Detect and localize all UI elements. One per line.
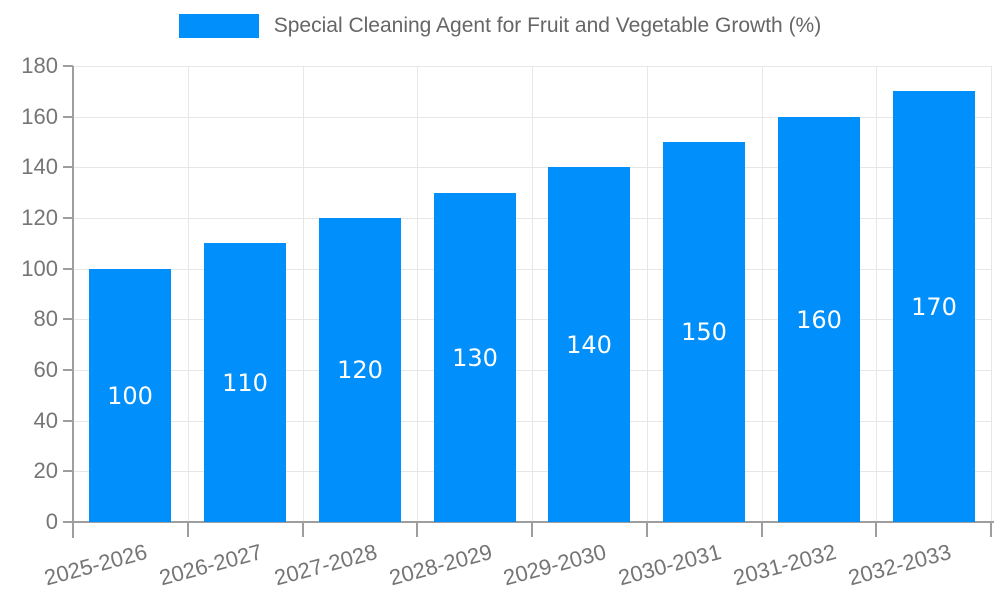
bar-2027-2028[interactable] xyxy=(319,218,401,522)
bar-2031-2032[interactable] xyxy=(778,117,860,522)
bar-2026-2027[interactable] xyxy=(204,243,286,522)
y-axis-tick xyxy=(63,369,73,371)
bar-value-label: 130 xyxy=(452,344,498,372)
gridline-vertical xyxy=(417,66,418,522)
gridline-vertical xyxy=(876,66,877,522)
x-axis-tick xyxy=(302,522,304,537)
y-axis-tick xyxy=(63,116,73,118)
bar-2032-2033[interactable] xyxy=(893,91,975,522)
bar-value-label: 110 xyxy=(222,369,268,397)
y-axis-tick xyxy=(63,420,73,422)
x-axis-line xyxy=(73,521,994,523)
y-axis-label: 60 xyxy=(33,357,58,382)
bar-value-label: 160 xyxy=(796,306,842,334)
bar-2028-2029[interactable] xyxy=(434,193,516,522)
y-axis-tick xyxy=(63,318,73,320)
y-axis-tick xyxy=(63,217,73,219)
x-axis-tick xyxy=(187,522,189,537)
x-axis-category-label: 2032-2033 xyxy=(845,539,954,591)
y-axis-label: 20 xyxy=(33,458,58,483)
bar-value-label: 100 xyxy=(107,382,153,410)
legend: Special Cleaning Agent for Fruit and Veg… xyxy=(0,14,1000,38)
legend-item[interactable]: Special Cleaning Agent for Fruit and Veg… xyxy=(178,14,822,38)
x-axis-tick xyxy=(875,522,877,537)
y-axis-tick xyxy=(63,166,73,168)
gridline-vertical xyxy=(647,66,648,522)
gridline-vertical xyxy=(303,66,304,522)
x-axis-tick xyxy=(531,522,533,537)
bar-2025-2026[interactable] xyxy=(89,269,171,522)
y-axis-label: 100 xyxy=(21,256,58,281)
bar-2030-2031[interactable] xyxy=(663,142,745,522)
x-axis-category-label: 2025-2026 xyxy=(41,539,150,591)
legend-swatch xyxy=(178,14,259,38)
x-axis-category-label: 2029-2030 xyxy=(500,539,609,591)
x-axis-category-label: 2026-2027 xyxy=(156,539,265,591)
bar-value-label: 150 xyxy=(681,318,727,346)
y-axis-label: 0 xyxy=(45,509,58,534)
y-axis-label: 180 xyxy=(21,53,58,78)
y-axis-label: 140 xyxy=(21,154,58,179)
x-axis-tick xyxy=(646,522,648,537)
y-axis-tick xyxy=(63,65,73,67)
x-axis-tick xyxy=(416,522,418,537)
x-axis-category-label: 2030-2031 xyxy=(615,539,724,591)
x-axis-category-label: 2028-2029 xyxy=(386,539,495,591)
y-axis-tick xyxy=(63,521,73,523)
y-axis-tick xyxy=(63,470,73,472)
x-axis-category-label: 2031-2032 xyxy=(730,539,839,591)
gridline-vertical xyxy=(991,66,992,522)
y-axis-label: 80 xyxy=(33,306,58,331)
gridline-vertical xyxy=(188,66,189,522)
y-axis-line xyxy=(72,66,74,538)
bar-value-label: 170 xyxy=(911,293,957,321)
y-axis-tick xyxy=(63,268,73,270)
y-axis-label: 120 xyxy=(21,205,58,230)
y-axis-label: 40 xyxy=(33,408,58,433)
bar-value-label: 120 xyxy=(337,356,383,384)
x-axis-category-label: 2027-2028 xyxy=(271,539,380,591)
bar-2029-2030[interactable] xyxy=(548,167,630,522)
gridline-vertical xyxy=(762,66,763,522)
y-axis-label: 160 xyxy=(21,104,58,129)
x-axis-tick xyxy=(990,522,992,537)
bar-value-label: 140 xyxy=(566,331,612,359)
legend-label: Special Cleaning Agent for Fruit and Veg… xyxy=(273,14,822,37)
gridline-vertical xyxy=(532,66,533,522)
x-axis-tick xyxy=(761,522,763,537)
